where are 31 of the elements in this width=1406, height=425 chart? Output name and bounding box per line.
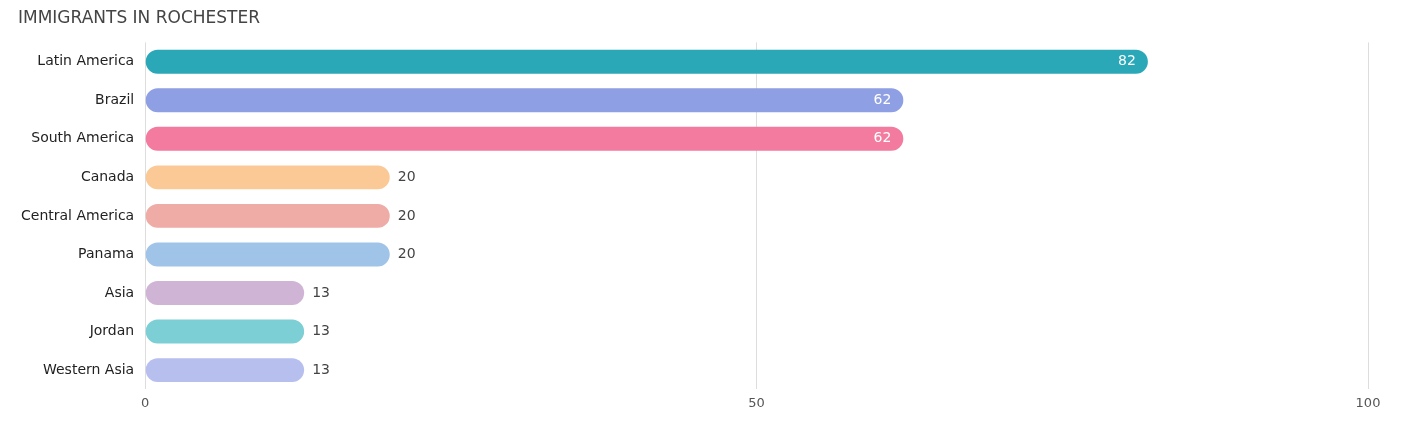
data-label: 62: [873, 129, 892, 146]
data-label: 13: [312, 322, 330, 339]
x-tick-label: 50: [748, 394, 765, 410]
x-tick-label: 0: [141, 394, 150, 410]
bar: [145, 281, 305, 305]
data-label: 62: [873, 90, 892, 107]
y-tick-label: Brazil: [95, 90, 135, 107]
y-tick-label: Western Asia: [42, 360, 135, 377]
y-tick-label: Central America: [20, 206, 135, 223]
y-tick-label: Canada: [80, 167, 135, 184]
bar: [145, 49, 1148, 74]
bar: [145, 319, 305, 344]
x-tick-label: 100: [1355, 394, 1381, 410]
y-tick-label: South America: [31, 129, 135, 146]
y-tick-label: Jordan: [88, 322, 135, 339]
y-tick-label: Latin America: [37, 52, 135, 69]
y-tick-label: Panama: [78, 245, 135, 262]
data-label: 20: [397, 167, 416, 184]
bar: [145, 358, 305, 383]
y-tick-label: Asia: [104, 283, 135, 300]
chart-title: IMMIGRANTS IN ROCHESTER: [18, 6, 261, 27]
bar: [145, 242, 390, 267]
data-label: 13: [312, 283, 330, 300]
data-label: 13: [312, 360, 330, 377]
bar: [145, 203, 390, 228]
data-label: 20: [397, 206, 416, 223]
bar: [145, 88, 904, 113]
bar: [145, 165, 390, 190]
data-label: 82: [1118, 52, 1136, 69]
bar: [145, 126, 904, 151]
data-label: 20: [397, 245, 416, 262]
